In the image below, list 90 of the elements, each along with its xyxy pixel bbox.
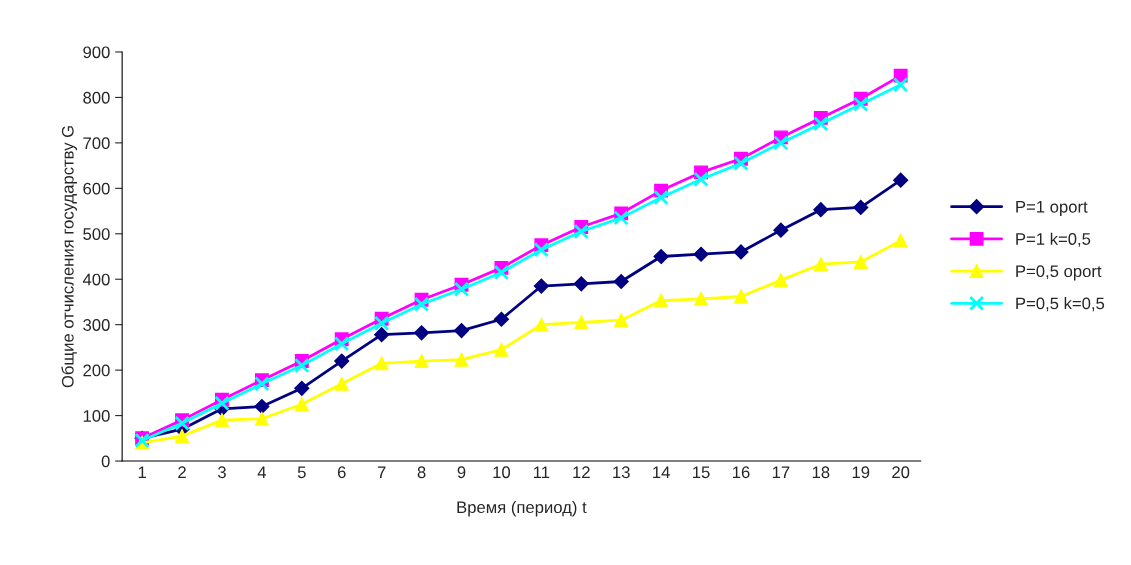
point — [254, 411, 269, 426]
point — [175, 429, 189, 443]
point — [893, 172, 909, 188]
x-tick-label: 2 — [178, 466, 186, 478]
x-axis-title: Время (период) t — [457, 500, 587, 517]
x-tick-label: 6 — [337, 466, 346, 479]
point — [773, 222, 789, 238]
y-axis-title: Общие отчисления государству G — [61, 126, 77, 388]
x-tick-label: 12 — [573, 466, 590, 478]
y-tick-label: 0 — [101, 455, 110, 468]
point — [533, 242, 549, 258]
point — [813, 116, 829, 132]
y-tick-label: 200 — [83, 364, 110, 377]
point — [733, 155, 749, 171]
point — [334, 336, 350, 352]
point — [493, 264, 510, 281]
point — [693, 246, 709, 262]
y-tick-label: 500 — [83, 228, 110, 240]
x-tick-label: 17 — [772, 466, 790, 478]
x-tick-label: 3 — [217, 466, 226, 479]
point — [613, 273, 629, 290]
point — [493, 311, 509, 327]
point — [374, 327, 390, 343]
legend-label: P=1 k=0,5 — [1016, 232, 1091, 247]
legend-label: P=0,5 k=0,5 — [1016, 297, 1105, 312]
point — [773, 135, 789, 151]
x-tick-label: 5 — [297, 466, 306, 479]
point — [294, 397, 309, 412]
point — [654, 293, 669, 308]
x-tick-label: 1 — [138, 466, 146, 478]
point — [254, 398, 270, 415]
point — [413, 296, 430, 312]
point — [813, 257, 828, 272]
point — [734, 289, 748, 304]
point — [853, 255, 868, 269]
point — [893, 233, 908, 248]
point — [614, 313, 629, 328]
x-tick-label: 19 — [852, 466, 870, 479]
point — [733, 244, 749, 260]
point — [414, 325, 430, 341]
y-tick-label: 600 — [83, 182, 110, 195]
legend-label: P=0,5 oport — [1016, 265, 1102, 281]
point — [533, 278, 549, 294]
point — [374, 356, 389, 371]
point — [453, 323, 470, 339]
point — [573, 223, 589, 240]
point — [573, 276, 589, 292]
point — [334, 376, 349, 391]
point — [254, 376, 270, 392]
y-tick-label: 700 — [83, 137, 110, 150]
x-tick-label: 15 — [693, 466, 710, 479]
y-tick-label: 100 — [83, 409, 110, 422]
point — [294, 380, 310, 396]
point — [215, 413, 229, 428]
point — [374, 315, 390, 331]
point — [574, 315, 589, 330]
point — [694, 291, 708, 306]
point — [613, 210, 629, 226]
x-tick-label: 14 — [653, 466, 670, 478]
point — [453, 281, 470, 297]
y-tick-label: 800 — [83, 91, 110, 104]
point — [813, 202, 829, 218]
point — [893, 77, 909, 93]
x-tick-label: 10 — [493, 466, 511, 479]
x-tick-label: 13 — [613, 466, 630, 479]
point — [494, 342, 509, 357]
x-tick-label: 9 — [457, 466, 466, 479]
point — [214, 395, 230, 411]
point — [534, 317, 549, 332]
x-tick-label: 16 — [732, 466, 750, 479]
point — [454, 352, 469, 367]
legend-label: P=1 oport — [1016, 201, 1088, 216]
x-tick-label: 11 — [533, 466, 550, 478]
x-tick-label: 7 — [377, 466, 386, 478]
point — [334, 353, 350, 369]
point — [653, 189, 669, 206]
point — [773, 273, 788, 288]
point — [853, 199, 869, 215]
point — [853, 96, 869, 112]
y-tick-label: 900 — [83, 46, 110, 59]
point — [693, 171, 709, 187]
y-tick-label: 400 — [82, 273, 110, 286]
point — [294, 357, 310, 374]
x-tick-label: 18 — [812, 466, 830, 479]
y-tick-label: 300 — [83, 319, 110, 331]
x-tick-label: 8 — [417, 466, 426, 479]
point — [653, 248, 669, 265]
x-tick-label: 4 — [257, 466, 267, 478]
point — [414, 354, 429, 368]
x-tick-label: 20 — [892, 466, 910, 479]
